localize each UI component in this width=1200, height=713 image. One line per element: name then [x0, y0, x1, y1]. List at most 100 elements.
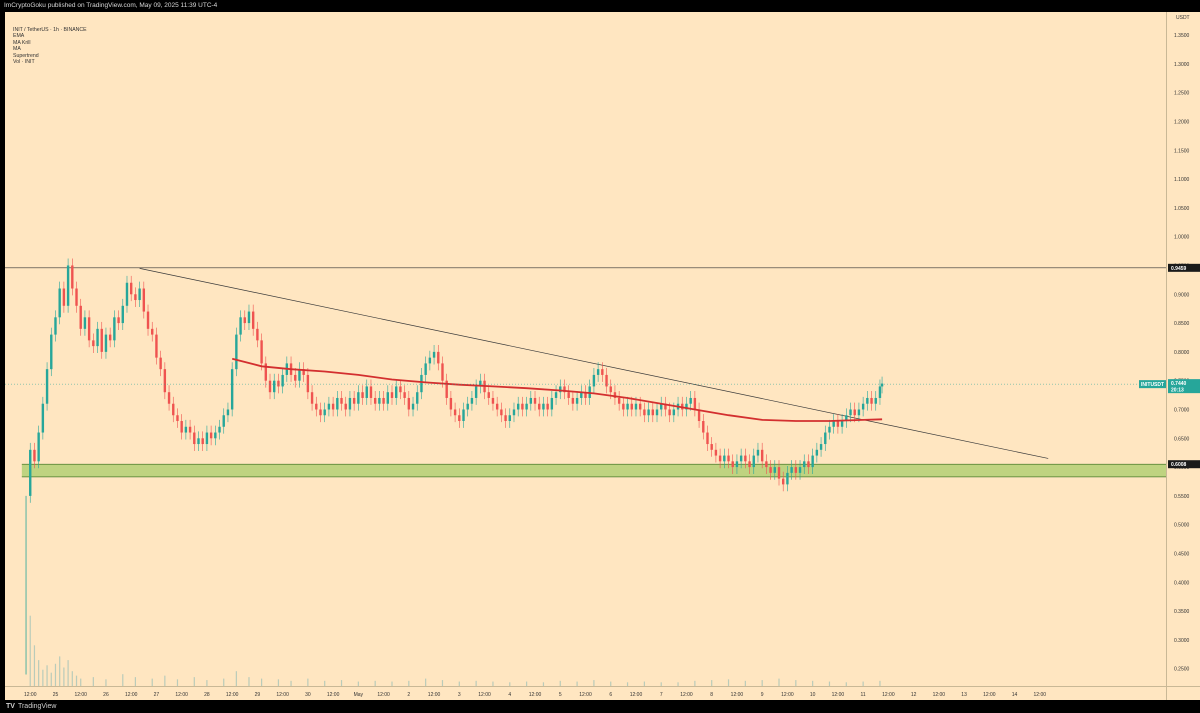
legend-indicator-ema[interactable]: EMA	[13, 33, 25, 40]
candle-body	[592, 374, 596, 387]
legend-indicator-volume[interactable]: Vol · INIT	[13, 59, 35, 66]
volume-bar	[812, 680, 814, 686]
volume-bar	[778, 678, 780, 686]
candle-body	[104, 334, 108, 352]
candle-body	[706, 432, 709, 445]
candle-body	[138, 288, 141, 301]
volume-bar	[63, 667, 65, 686]
time-tick-label: 13	[961, 692, 967, 698]
candle-body	[542, 403, 545, 410]
candle-body	[403, 392, 406, 398]
candle-body	[247, 311, 251, 324]
candle-body	[832, 421, 835, 427]
price-tick-label: 0.5500	[1174, 494, 1190, 500]
candle-body	[134, 294, 137, 301]
candle-body	[432, 351, 436, 358]
publisher-header: ImCryptoGoku published on TradingView.co…	[0, 0, 1200, 12]
candle-body	[369, 386, 373, 398]
legend-symbol[interactable]: INIT / TetherUS · 1h · BINANCE	[13, 27, 87, 33]
candle-body	[83, 317, 87, 329]
candle-body	[559, 386, 562, 393]
volume-bar	[248, 677, 250, 686]
volume-bar	[277, 679, 280, 686]
candle-body	[495, 403, 499, 410]
volume-bar	[46, 665, 48, 686]
time-tick-label: 12:00	[428, 692, 441, 698]
price-tick-label: 0.3500	[1174, 609, 1190, 615]
candle-body	[811, 455, 814, 468]
candle-body	[386, 392, 389, 404]
candle-body	[630, 403, 633, 410]
price-tick-label: 0.4500	[1174, 552, 1190, 558]
candle-body	[689, 397, 692, 404]
candle-body	[273, 380, 276, 393]
time-tick-label: May	[354, 692, 364, 698]
candle-body	[449, 397, 453, 410]
moving-average-line	[231, 357, 883, 422]
candle-body	[344, 403, 347, 410]
legend-indicator-ma-krill[interactable]: MA Krill	[13, 39, 31, 46]
price-scale[interactable]: USDT 0.2500 0.3000 0.3500 0.4000 0.4500 0.500…	[1166, 12, 1200, 686]
price-tick-label: 0.3000	[1174, 638, 1190, 644]
candle-body	[323, 409, 326, 416]
candle-body	[373, 397, 377, 404]
volume-bar	[526, 681, 528, 686]
volume-bar	[744, 680, 746, 686]
legend-indicator-supertrend[interactable]: Supertrend	[13, 52, 39, 59]
candle-body	[365, 386, 368, 398]
volume-bar	[727, 679, 730, 686]
candle-body	[504, 415, 507, 422]
price-tick-label: 0.8500	[1174, 321, 1190, 327]
time-tick-label: 12:00	[832, 692, 845, 698]
candle-body	[277, 380, 280, 387]
candle-body	[491, 397, 495, 404]
price-tick-label: 1.1000	[1174, 177, 1190, 183]
candle-body	[466, 403, 469, 410]
candle-body	[765, 461, 768, 468]
candle-body	[382, 397, 385, 404]
price-tick-label: 1.2000	[1174, 119, 1190, 125]
volume-bar	[29, 615, 31, 686]
volume-bar	[71, 671, 73, 686]
volume-bar	[33, 645, 36, 686]
volume-bar	[50, 672, 52, 686]
candle-body	[66, 265, 70, 306]
candle-body	[849, 409, 852, 416]
candle-body	[172, 403, 175, 416]
volume-bar	[80, 678, 82, 686]
candle-body	[264, 363, 268, 381]
candle-body	[458, 415, 461, 422]
legend-indicator-ma[interactable]: MA	[13, 46, 21, 53]
candle-body	[508, 415, 511, 422]
support-zone	[21, 464, 1166, 477]
time-tick-label: 12:00	[933, 692, 946, 698]
candle-body	[113, 317, 116, 341]
volume-bar	[92, 677, 94, 686]
candle-body	[319, 409, 322, 416]
plot-area[interactable]: INITUSDT INIT / TetherUS · 1h · BINANCE …	[5, 12, 1166, 686]
candle-body	[538, 403, 541, 410]
time-tick-label: 6	[609, 692, 612, 698]
volume-bar	[193, 677, 195, 686]
candle-body	[395, 386, 398, 398]
candle-body	[819, 444, 823, 450]
volume-bar	[408, 680, 410, 686]
time-axis[interactable]: 12:00 25 12:00 26 12:00 27 12:00 28 12:00 29 12:00…	[5, 686, 1166, 700]
volume-bar	[425, 678, 427, 686]
candle-body	[605, 374, 608, 387]
candle-body	[352, 397, 356, 404]
time-tick-label: 12:00	[175, 692, 188, 698]
candle-body	[794, 467, 798, 473]
candle-body	[209, 432, 213, 439]
candle-body	[125, 282, 129, 306]
candle-body	[399, 386, 402, 393]
chart-svg[interactable]: INITUSDT	[5, 12, 1166, 686]
candle-body	[668, 409, 671, 416]
candle-body	[260, 340, 263, 364]
candle-body	[718, 455, 722, 462]
candle-body	[596, 369, 600, 375]
candle-body	[298, 369, 301, 381]
candle-body	[92, 340, 95, 347]
footer-bar	[0, 700, 1200, 713]
